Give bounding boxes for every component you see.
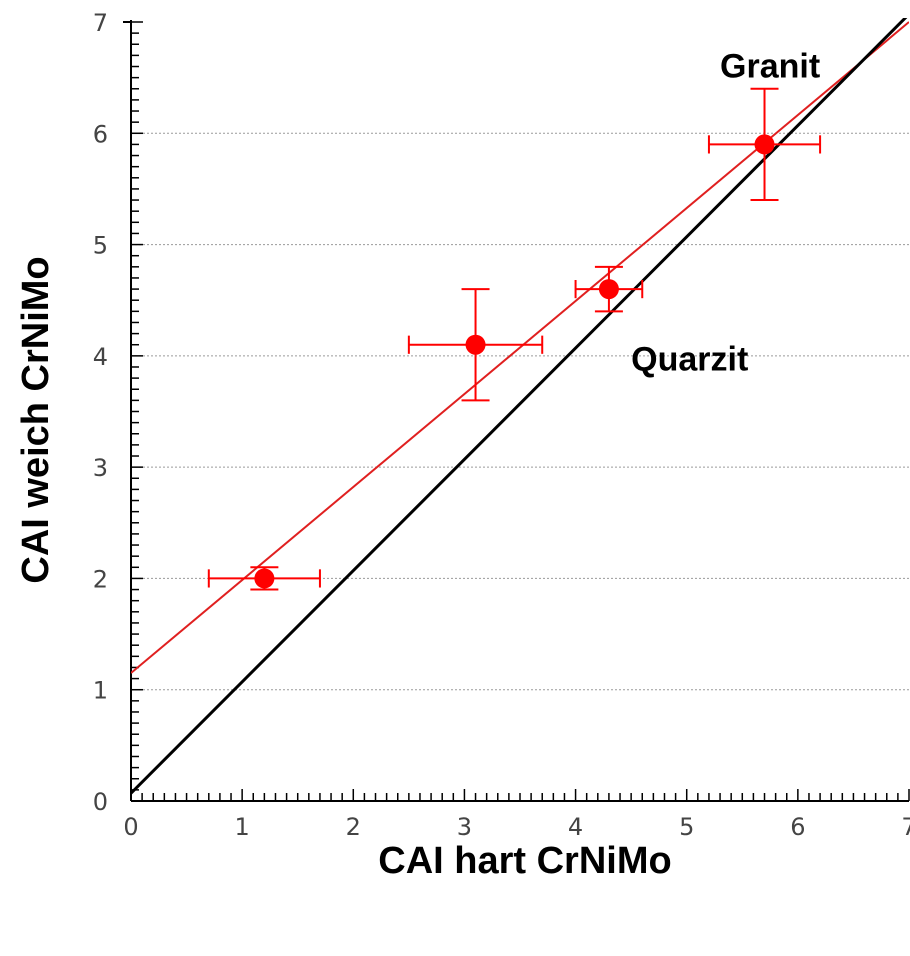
- data-point: [754, 134, 775, 155]
- grid-lines: [131, 132, 909, 691]
- annotations: Granit Quarzit: [631, 48, 820, 379]
- y-tick-label: 1: [93, 677, 108, 705]
- y-axis-title: CAI weich CrNiMo: [15, 256, 57, 583]
- x-tick-label: 2: [346, 813, 361, 841]
- annotation-label: Quarzit: [631, 340, 748, 378]
- y-tick-label: 0: [93, 788, 108, 816]
- tick-labels: 0 1 2 3 4 5 6 7 0 1 2 3 4 5 6 7: [93, 9, 910, 841]
- data-points: [207, 87, 822, 591]
- x-axis-title: CAI hart CrNiMo: [378, 840, 671, 882]
- y-tick-label: 4: [93, 343, 108, 371]
- annotation-label: Granit: [720, 48, 820, 86]
- data-point: [254, 568, 275, 589]
- minor-ticks: [130, 21, 910, 802]
- x-tick-label: 1: [235, 813, 250, 841]
- data-point: [465, 334, 486, 355]
- x-tick-label: 4: [568, 813, 583, 841]
- identity-line: [131, 18, 908, 795]
- y-tick-label: 3: [93, 454, 108, 482]
- x-tick-label: 0: [123, 813, 138, 841]
- x-tick-label: 6: [790, 813, 805, 841]
- y-tick-label: 6: [93, 120, 108, 148]
- data-point: [598, 279, 619, 300]
- x-tick-label: 5: [679, 813, 694, 841]
- y-tick-label: 2: [93, 565, 108, 593]
- y-tick-label: 7: [93, 9, 108, 37]
- regression-line: [131, 21, 909, 674]
- fit-lines: [131, 18, 909, 795]
- x-tick-label: 3: [457, 813, 472, 841]
- y-tick-label: 5: [93, 232, 108, 260]
- x-tick-label: 7: [901, 813, 910, 841]
